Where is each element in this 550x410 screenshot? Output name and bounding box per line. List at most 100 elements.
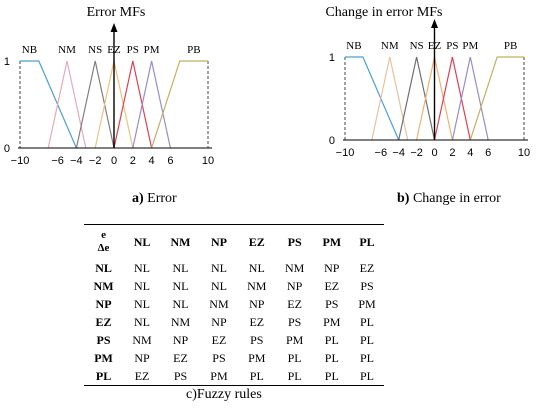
table-row: NP NL NL NM NP EZ PS PM: [84, 295, 384, 313]
x-tick-label: −10: [336, 147, 355, 159]
rule-cell: PS: [212, 350, 226, 365]
change-in-error-mf-svg: Change in error MFs NB NM NS EZ PS PM PB −10 −6 −4…: [325, 5, 530, 159]
set-label-pb: PB: [504, 40, 517, 52]
x-tick-label: 10: [202, 155, 214, 167]
x-tick-label: 10: [518, 147, 530, 159]
corner-delta-e-label: Δe: [97, 242, 110, 254]
mf-ns-line: [398, 56, 436, 141]
rule-cell: NL: [134, 278, 151, 293]
table-row: EZ NL NM NP EZ PS PM PL: [84, 313, 384, 331]
rule-cell: EZ: [249, 314, 265, 329]
rule-cell: PL: [360, 368, 375, 383]
rule-cell: NM: [284, 260, 305, 275]
set-label-pm: PM: [462, 40, 478, 52]
rule-cell: NL: [210, 260, 227, 275]
rule-cell: NL: [248, 260, 265, 275]
rule-cell: NP: [134, 350, 150, 365]
rule-cell: NP: [286, 278, 303, 293]
plot-title: Error MFs: [87, 5, 146, 20]
rule-cell: EZ: [324, 278, 340, 293]
rule-cell: NP: [324, 260, 340, 275]
rule-cell: PS: [360, 278, 374, 293]
table-row: PM NP EZ PS PM PL PL PL: [84, 349, 384, 367]
set-label-pb: PB: [187, 44, 200, 56]
rule-cell: NL: [172, 296, 189, 311]
y-tick-label: 0: [329, 135, 335, 147]
rule-cell: PL: [287, 368, 302, 383]
rule-cell: PS: [173, 368, 188, 383]
rule-cell: NM: [247, 278, 267, 293]
rule-cell: PL: [360, 350, 375, 365]
change-in-error-mf-plot: Change in error MFs NB NM NS EZ PS PM PB −10 −6 −4…: [300, 0, 550, 175]
set-label-ez: EZ: [107, 44, 121, 56]
rule-cell: NP: [172, 332, 189, 347]
rule-cell: NP: [211, 314, 227, 329]
x-tick-label: −6: [51, 155, 64, 167]
caption-b: b) Change in error: [397, 191, 501, 207]
caption-c-text: c)Fuzzy rules: [186, 387, 262, 402]
row-header: NP: [95, 296, 112, 311]
set-label-nb: NB: [346, 40, 361, 52]
rule-cell: PL: [287, 350, 302, 365]
row-header: EZ: [95, 314, 112, 329]
rule-cell: NL: [210, 278, 227, 293]
rule-cell: NM: [170, 314, 191, 329]
rule-cell: PL: [360, 314, 375, 329]
column-header: NM: [170, 234, 191, 249]
x-tick-label: 2: [130, 155, 136, 167]
x-tick-label: −4: [70, 155, 83, 167]
rule-cell: EZ: [211, 332, 227, 347]
x-tick-label: 6: [485, 147, 491, 159]
mf-pb-line: [469, 56, 524, 141]
mf-ps-line: [433, 56, 471, 141]
mf-pm-line: [132, 60, 171, 149]
row-header: PL: [95, 368, 112, 383]
y-axis-arrowhead: [110, 23, 118, 32]
x-tick-label: −6: [375, 147, 388, 159]
caption-a-text: Error: [147, 191, 177, 206]
caption-a: a) Error: [132, 191, 177, 207]
x-tick-label: 4: [149, 155, 155, 167]
rule-cell: PS: [250, 332, 264, 347]
rule-cell: NM: [132, 332, 152, 347]
row-header: NL: [95, 260, 112, 275]
rule-cell: PM: [285, 332, 304, 347]
column-header: PM: [322, 234, 342, 249]
row-header: PM: [94, 350, 113, 365]
rule-cell: PM: [248, 350, 266, 365]
mf-nm-line: [371, 56, 409, 141]
rule-cell: PL: [324, 332, 339, 347]
rule-cell: NL: [134, 296, 151, 311]
rule-cell: PM: [358, 296, 376, 311]
rule-cell: NP: [249, 296, 265, 311]
mf-ps-line: [113, 60, 153, 149]
row-header: PS: [96, 332, 111, 347]
table-header-row: e Δe NL NM NP EZ PS PM PL: [84, 224, 384, 260]
set-label-nb: NB: [22, 44, 37, 56]
caption-c: c)Fuzzy rules: [186, 387, 262, 403]
set-label-pm: PM: [144, 44, 160, 56]
x-tick-label: −10: [11, 155, 30, 167]
set-label-ez: EZ: [428, 40, 442, 52]
column-header: NL: [133, 234, 151, 249]
caption-b-letter: b): [397, 191, 410, 206]
y-tick-label: 1: [329, 52, 335, 64]
column-header: PL: [359, 234, 375, 249]
rule-cell: PL: [360, 332, 375, 347]
rule-cell: PM: [210, 368, 228, 383]
fuzzy-rules-table: e Δe NL NM NP EZ PS PM PL NL NL NL NL NL NM NP…: [84, 224, 384, 386]
x-tick-label: −4: [392, 147, 405, 159]
x-tick-label: 2: [449, 147, 455, 159]
set-label-ns: NS: [88, 44, 102, 56]
rule-cell: NL: [172, 278, 189, 293]
x-tick-label: 4: [467, 147, 473, 159]
rule-cell: PL: [324, 350, 339, 365]
table-row: NM NL NL NL NM NP EZ PS: [84, 277, 384, 295]
set-label-nm: NM: [58, 44, 76, 56]
rule-cell: NL: [134, 314, 151, 329]
mf-nb-line: [345, 56, 400, 141]
set-label-ps: PS: [127, 44, 139, 56]
rule-cell: PM: [323, 314, 341, 329]
rule-cell: EZ: [287, 296, 302, 311]
column-header: PS: [287, 234, 302, 249]
